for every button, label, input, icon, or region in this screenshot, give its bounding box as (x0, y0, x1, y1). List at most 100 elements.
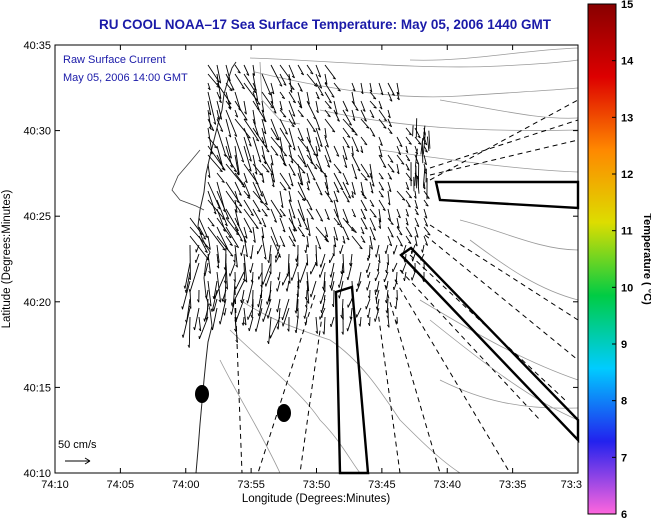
current-vector-head (287, 328, 290, 332)
current-vector-head (255, 139, 260, 142)
current-vector-head (375, 306, 378, 310)
current-vector (266, 289, 272, 305)
colorbar-label: Temperature ( °C) (641, 213, 651, 305)
current-vector (342, 145, 348, 160)
current-vector-head (250, 314, 253, 318)
current-vector-head (302, 171, 306, 174)
current-vector-head (345, 109, 349, 112)
current-vector (369, 163, 373, 179)
current-vector-head (415, 206, 419, 210)
current-vector (252, 91, 260, 111)
current-vector (286, 280, 290, 292)
current-vector (315, 253, 318, 267)
current-vector (395, 271, 398, 283)
current-vector-head (373, 228, 376, 231)
current-vector (315, 91, 320, 100)
current-vector-head (403, 259, 406, 263)
current-vector-head (292, 228, 296, 232)
current-vector-head (371, 204, 375, 207)
current-vector-head (203, 318, 206, 322)
current-vector (342, 172, 349, 185)
current-vector-head (268, 92, 272, 96)
current-vector-head (378, 225, 381, 229)
current-vector (351, 181, 356, 195)
current-vector (422, 244, 425, 253)
x-tick-label: 73:40 (433, 479, 461, 491)
current-vector (405, 163, 410, 171)
current-vector (225, 226, 239, 248)
current-vector (378, 109, 387, 122)
current-vector (241, 289, 245, 303)
current-vector-head (424, 215, 428, 219)
current-vector-head (373, 106, 377, 109)
current-vector-head (388, 189, 392, 193)
current-vector-head (371, 183, 375, 187)
current-vector-head (320, 93, 324, 97)
current-vector (189, 235, 210, 261)
current-vector-head (336, 154, 340, 157)
current-vector (288, 190, 292, 202)
current-vector (396, 217, 400, 229)
current-vector-head (219, 116, 223, 120)
current-vector-head (292, 122, 296, 126)
current-vector (396, 163, 400, 175)
colorbar-tick-label: 9 (621, 339, 627, 351)
current-vector-head (372, 134, 376, 137)
current-vector (378, 217, 382, 229)
current-vector-head (415, 213, 419, 216)
current-vector-head (413, 195, 417, 199)
current-vector (342, 109, 352, 126)
current-vector-head (234, 328, 237, 332)
current-vector-head (340, 271, 343, 275)
current-vector-head (287, 187, 291, 190)
current-vector (216, 199, 228, 227)
current-vector (376, 298, 380, 310)
current-vector-head (207, 87, 211, 91)
current-vector-head (385, 269, 388, 274)
current-vector-head (324, 81, 328, 85)
current-vector (360, 82, 364, 94)
current-vector-head (331, 130, 336, 133)
current-vector-head (329, 323, 332, 328)
current-vector (351, 109, 356, 121)
current-vector (297, 82, 303, 92)
current-vector (339, 244, 344, 254)
current-vector (378, 118, 387, 129)
current-vector (234, 91, 242, 111)
current-vector (376, 280, 380, 293)
current-vector-head (282, 214, 286, 217)
current-vector (225, 235, 233, 246)
current-vector-head (263, 120, 267, 123)
current-vector (351, 136, 360, 152)
current-vector (387, 163, 395, 173)
current-vector-head (424, 142, 428, 146)
current-vector (261, 127, 268, 148)
current-vector (270, 64, 283, 87)
current-vector-head (363, 217, 366, 220)
current-vector-head (339, 250, 341, 254)
current-vector (387, 190, 391, 206)
current-vector (243, 190, 251, 199)
current-vector-head (329, 274, 332, 278)
current-vector-head (365, 269, 368, 273)
current-vector-head (198, 328, 202, 332)
current-vector-head (255, 226, 259, 230)
current-vector (194, 307, 200, 331)
current-vector-head (422, 186, 426, 190)
current-vector (315, 64, 322, 78)
current-vector-head (370, 246, 373, 250)
current-vector (375, 244, 380, 258)
current-vector (276, 280, 281, 292)
current-vector-head (292, 244, 296, 247)
current-vector-head (380, 188, 385, 191)
current-vector (333, 163, 342, 174)
current-vector (297, 163, 304, 186)
current-vector (324, 154, 331, 168)
current-vector-head (264, 214, 268, 217)
current-vector (306, 118, 316, 133)
current-vector (214, 271, 227, 299)
current-vector-head (332, 77, 336, 80)
current-vector (315, 226, 328, 241)
current-vector (414, 154, 420, 165)
current-vector-head (241, 87, 245, 90)
